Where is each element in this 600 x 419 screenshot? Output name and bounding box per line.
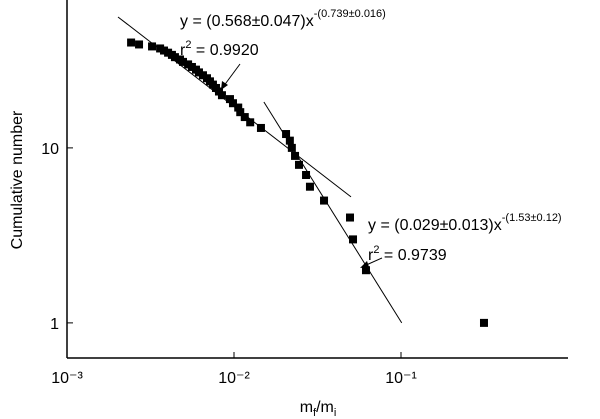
- fit-r2: r2 = 0.9739: [368, 244, 447, 264]
- arrow: [222, 63, 241, 88]
- annotation-2: y = (0.029±0.013)x-(1.53±0.12) r2 = 0.97…: [360, 212, 562, 268]
- x-tick-label: 10⁻²: [218, 370, 250, 387]
- point: [294, 160, 303, 169]
- x-axis-label-part: i: [334, 407, 336, 419]
- y-tick-label: 10: [41, 141, 59, 158]
- point: [320, 196, 329, 205]
- point: [282, 130, 291, 139]
- point: [187, 62, 196, 71]
- fit-equation: y = (0.029±0.013)x-(1.53±0.12): [368, 212, 562, 234]
- point: [160, 46, 169, 55]
- x-axis-label-part: /m: [316, 399, 334, 416]
- point: [345, 213, 354, 222]
- y-axis-label: Cumulative number: [9, 110, 26, 249]
- point: [361, 266, 370, 275]
- point: [194, 68, 203, 77]
- x-axis-label: mf/mi: [300, 399, 337, 419]
- point: [234, 103, 243, 112]
- point: [246, 118, 255, 127]
- point: [178, 57, 187, 66]
- y-tick-label: 1: [50, 316, 59, 333]
- point: [256, 123, 265, 132]
- point: [225, 95, 234, 104]
- point: [236, 108, 245, 117]
- x-tick-label: 10⁻³: [51, 370, 83, 387]
- annotation-1: y = (0.568±0.047)x-(0.739±0.016) r2 = 0.…: [180, 8, 386, 90]
- point: [198, 71, 207, 80]
- point: [302, 170, 311, 179]
- fit-equation: y = (0.568±0.047)x-(0.739±0.016): [180, 8, 386, 30]
- x-tick-label: 10⁻¹: [385, 370, 417, 387]
- fit-r2: r2 = 0.9920: [180, 39, 259, 59]
- point: [305, 182, 314, 191]
- point: [148, 42, 157, 51]
- point: [291, 151, 300, 160]
- point: [240, 113, 249, 122]
- point: [285, 136, 294, 145]
- point: [349, 235, 358, 244]
- point: [170, 53, 179, 62]
- point: [228, 99, 237, 108]
- x-axis-label-part: m: [300, 399, 313, 416]
- point: [127, 38, 136, 47]
- point: [135, 40, 144, 49]
- point: [287, 143, 296, 152]
- point: [479, 318, 488, 327]
- x-axis-label-part: f: [313, 407, 317, 419]
- point: [217, 91, 226, 100]
